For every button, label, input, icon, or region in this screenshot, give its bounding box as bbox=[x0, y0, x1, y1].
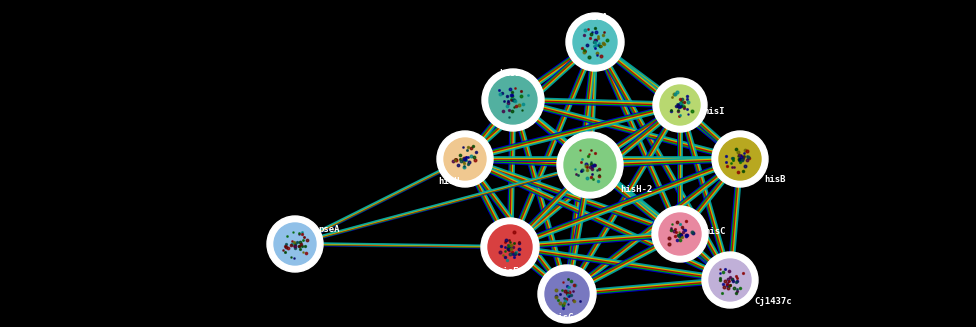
Circle shape bbox=[566, 13, 624, 71]
Circle shape bbox=[573, 20, 617, 64]
Text: pseA: pseA bbox=[318, 226, 340, 234]
Circle shape bbox=[538, 265, 596, 323]
Circle shape bbox=[653, 78, 707, 132]
Circle shape bbox=[659, 213, 701, 255]
Circle shape bbox=[702, 252, 758, 308]
Text: Cj1437c: Cj1437c bbox=[754, 298, 792, 306]
Text: hisD: hisD bbox=[500, 70, 521, 78]
Text: hisH-2: hisH-2 bbox=[620, 184, 652, 194]
Circle shape bbox=[444, 138, 486, 180]
Circle shape bbox=[564, 139, 616, 191]
Circle shape bbox=[481, 218, 539, 276]
Circle shape bbox=[652, 206, 708, 262]
Circle shape bbox=[660, 85, 700, 125]
Text: hisA: hisA bbox=[587, 12, 608, 22]
Text: hisG: hisG bbox=[552, 314, 574, 322]
Circle shape bbox=[482, 69, 544, 131]
Circle shape bbox=[274, 223, 316, 265]
Text: hisB: hisB bbox=[764, 175, 786, 183]
Circle shape bbox=[709, 259, 751, 301]
Circle shape bbox=[557, 132, 623, 198]
Circle shape bbox=[437, 131, 493, 187]
Circle shape bbox=[267, 216, 323, 272]
Text: hisF: hisF bbox=[497, 267, 519, 277]
Text: hisI: hisI bbox=[703, 108, 724, 116]
Circle shape bbox=[488, 225, 532, 269]
Text: hisC: hisC bbox=[704, 228, 725, 236]
Circle shape bbox=[719, 138, 761, 180]
Circle shape bbox=[489, 76, 537, 124]
Text: hisH: hisH bbox=[438, 178, 460, 186]
Circle shape bbox=[712, 131, 768, 187]
Circle shape bbox=[545, 272, 589, 316]
